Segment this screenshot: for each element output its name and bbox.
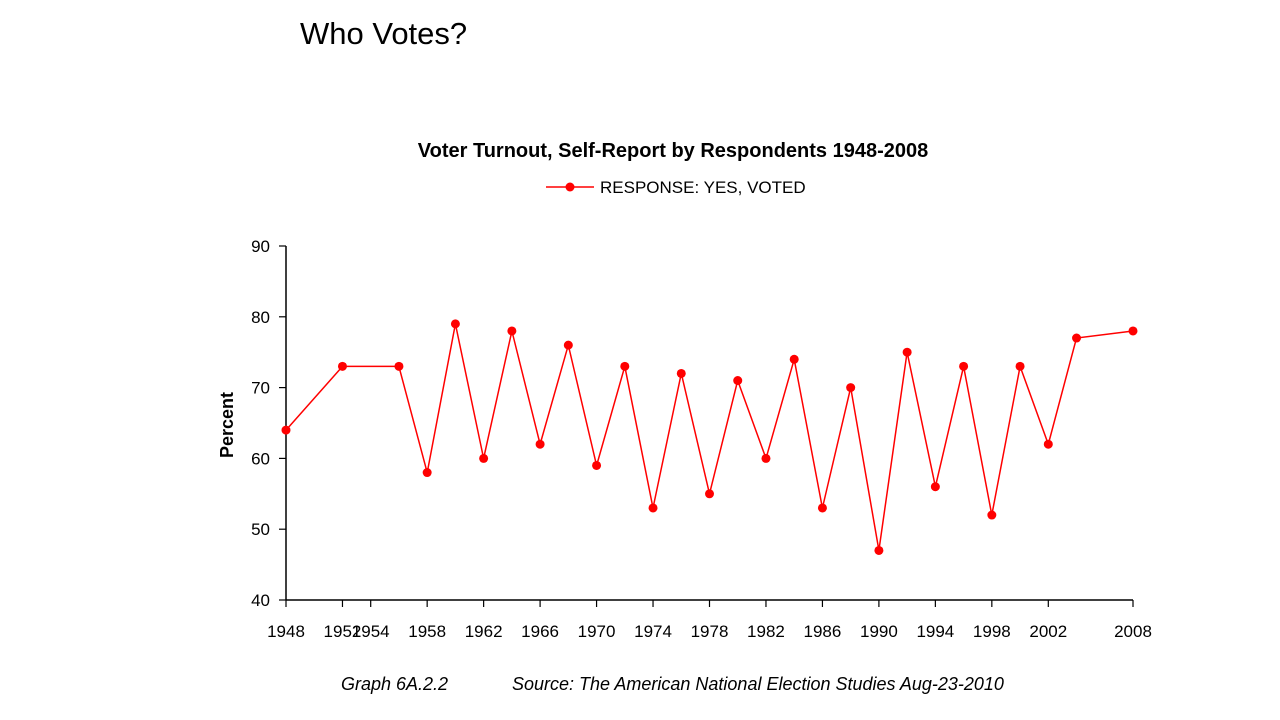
graph-id-caption: Graph 6A.2.2: [341, 674, 449, 694]
x-tick-label: 2002: [1029, 622, 1067, 641]
slide-title: Who Votes?: [300, 16, 468, 51]
data-point: [1015, 361, 1025, 371]
data-point: [648, 503, 658, 513]
data-point: [450, 319, 460, 329]
data-point: [676, 368, 686, 378]
x-tick-label: 1966: [521, 622, 559, 641]
data-point: [281, 425, 291, 435]
x-tick-label: 1990: [860, 622, 898, 641]
data-point: [535, 439, 545, 449]
series-line: [285, 323, 1134, 551]
x-tick-label: 1978: [691, 622, 729, 641]
x-tick-label: 1998: [973, 622, 1011, 641]
data-point: [817, 503, 827, 513]
y-tick-label: 90: [251, 237, 270, 256]
chart-title: Voter Turnout, Self-Report by Respondent…: [418, 140, 928, 162]
data-point: [592, 460, 602, 470]
data-point: [507, 326, 517, 336]
y-axis-label: Percent: [217, 392, 237, 458]
data-point: [563, 340, 573, 350]
legend-marker: [565, 182, 575, 192]
x-tick-label: 1994: [916, 622, 954, 641]
data-point: [479, 453, 489, 463]
data-point: [1072, 333, 1082, 343]
data-point: [930, 482, 940, 492]
legend-label: RESPONSE: YES, VOTED: [600, 178, 806, 197]
x-tick-label: 1962: [465, 622, 503, 641]
data-point: [987, 510, 997, 520]
x-tick-label: 2008: [1114, 622, 1152, 641]
data-point: [705, 489, 714, 499]
data-point: [337, 361, 347, 371]
x-tick-label: 1986: [804, 622, 842, 641]
data-point: [422, 468, 432, 478]
x-tick-label: 1974: [634, 622, 672, 641]
y-tick-label: 80: [251, 308, 270, 327]
y-tick-label: 40: [251, 591, 270, 610]
data-point: [394, 361, 404, 371]
data-point: [733, 376, 743, 386]
data-point: [1043, 439, 1053, 449]
data-point: [874, 545, 884, 555]
y-tick-label: 60: [251, 449, 270, 468]
data-point: [846, 383, 856, 393]
data-point: [902, 347, 912, 357]
data-point: [959, 361, 969, 371]
x-tick-label: 1948: [267, 622, 305, 641]
x-tick-label: 1982: [747, 622, 785, 641]
source-caption: Source: The American National Election S…: [512, 674, 1004, 694]
x-tick-label: 1952: [324, 622, 362, 641]
data-point: [761, 453, 771, 463]
data-point: [620, 361, 630, 371]
data-point: [1128, 326, 1138, 336]
y-tick-label: 50: [251, 520, 270, 539]
y-tick-label: 70: [251, 379, 270, 398]
x-tick-label: 1970: [578, 622, 616, 641]
data-point: [789, 354, 799, 364]
x-tick-label: 1958: [408, 622, 446, 641]
x-tick-label: 1954: [352, 622, 390, 641]
